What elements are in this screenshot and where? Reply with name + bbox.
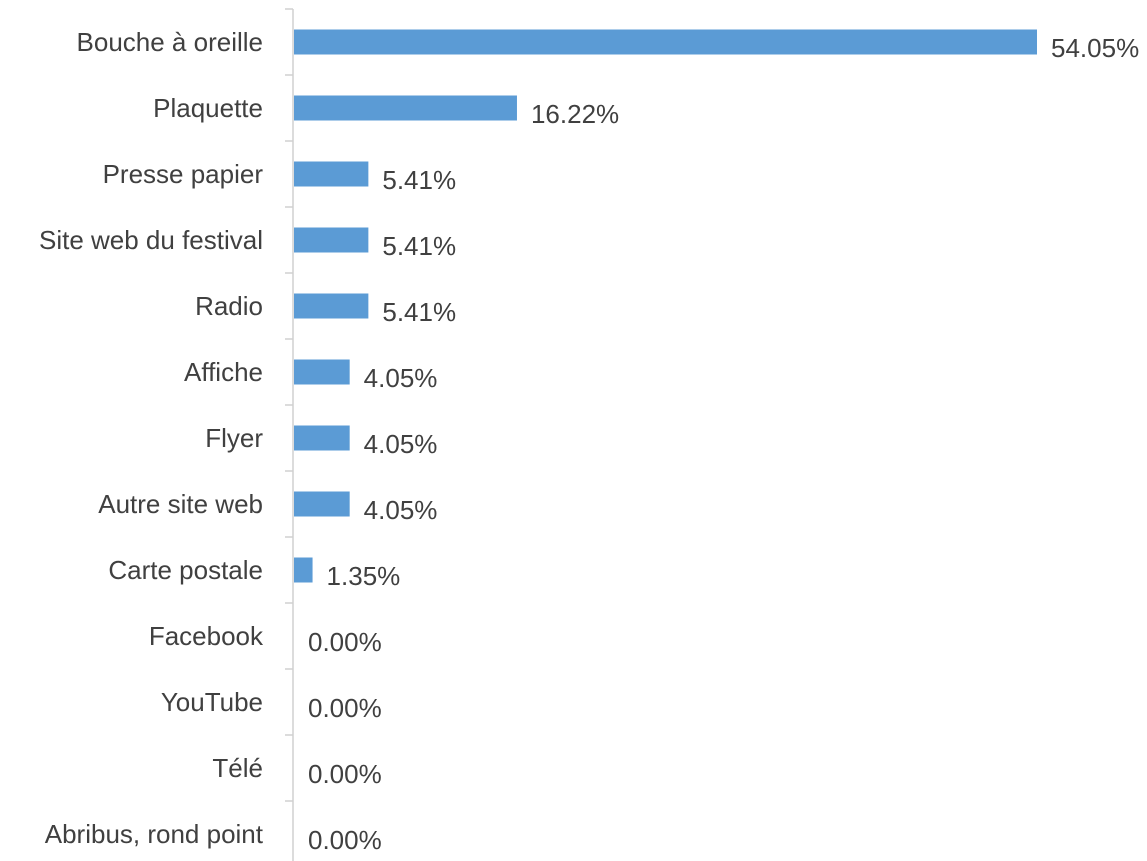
data-label: 4.05% [364, 363, 438, 393]
data-label: 5.41% [382, 297, 456, 327]
data-label: 1.35% [327, 561, 401, 591]
data-label: 0.00% [308, 627, 382, 657]
bar [294, 557, 313, 583]
category-label: Carte postale [108, 555, 263, 585]
data-label: 0.00% [308, 825, 382, 855]
bar [294, 227, 369, 253]
category-label: Autre site web [98, 489, 263, 519]
data-label: 0.00% [308, 759, 382, 789]
data-label: 4.05% [364, 495, 438, 525]
category-label: Plaquette [153, 93, 263, 123]
category-label: Télé [212, 753, 263, 783]
bar [294, 293, 369, 319]
data-label: 5.41% [382, 165, 456, 195]
bar [294, 161, 369, 187]
bar [294, 425, 350, 451]
category-label: Radio [195, 291, 263, 321]
category-label: Affiche [184, 357, 263, 387]
data-label: 4.05% [364, 429, 438, 459]
category-label: Presse papier [103, 159, 264, 189]
data-label: 5.41% [382, 231, 456, 261]
data-label: 54.05% [1051, 33, 1139, 63]
value-labels: 54.05% 16.22% 5.41% 5.41% 5.41% 4.05% 4.05% 4.0… [308, 33, 1139, 855]
category-labels: Bouche à oreille Plaquette Presse papier Si… [39, 27, 264, 849]
category-label: Bouche à oreille [77, 27, 263, 57]
bar [294, 359, 350, 385]
tick-marks [285, 8, 293, 802]
category-label: Site web du festival [39, 225, 263, 255]
data-label: 0.00% [308, 693, 382, 723]
bars [294, 29, 1037, 583]
category-label: Abribus, rond point [45, 819, 264, 849]
bar [294, 491, 350, 517]
category-label: Flyer [205, 423, 263, 453]
category-label: Facebook [149, 621, 264, 651]
bar [294, 95, 517, 121]
category-label: YouTube [161, 687, 263, 717]
bar [294, 29, 1037, 55]
data-label: 16.22% [531, 99, 619, 129]
